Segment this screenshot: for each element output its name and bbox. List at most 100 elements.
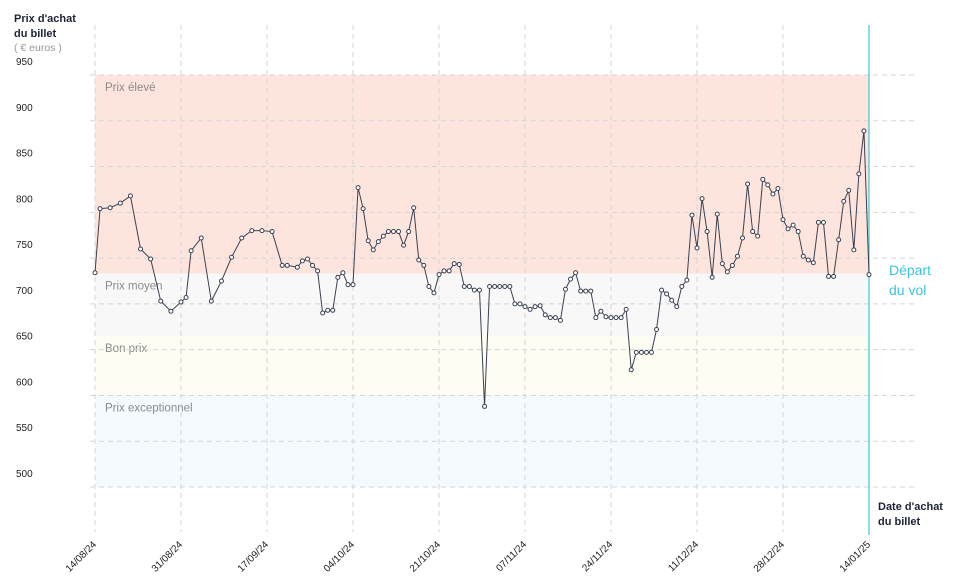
- x-axis-label: du billet: [878, 516, 921, 528]
- price-point: [785, 226, 791, 232]
- price-point: [841, 198, 847, 204]
- price-point: [416, 257, 422, 263]
- price-point: [107, 205, 113, 211]
- x-tick-label: 28/12/24: [752, 539, 788, 575]
- price-point: [724, 269, 730, 275]
- price-point: [390, 229, 396, 235]
- price-point: [279, 262, 285, 268]
- price-point: [643, 349, 649, 355]
- price-point: [537, 303, 543, 309]
- price-point: [138, 246, 144, 252]
- price-point: [557, 317, 563, 323]
- price-point: [800, 253, 806, 259]
- price-point: [406, 229, 412, 235]
- price-point: [127, 193, 133, 199]
- price-point: [320, 310, 326, 316]
- y-tick-label: 650: [16, 332, 33, 343]
- price-point: [446, 268, 452, 274]
- price-point: [451, 261, 457, 267]
- price-point: [304, 256, 310, 262]
- x-tick-label: 04/10/24: [322, 539, 358, 575]
- price-point: [239, 235, 245, 241]
- price-point: [765, 182, 771, 188]
- price-point: [522, 304, 528, 310]
- price-point: [664, 291, 670, 297]
- price-point: [866, 272, 872, 278]
- price-point: [623, 306, 629, 312]
- price-point: [861, 128, 867, 134]
- price-point: [355, 185, 361, 191]
- price-point: [365, 238, 371, 244]
- price-point: [436, 272, 442, 278]
- price-point: [593, 315, 599, 321]
- y-axis-unit: ( € euros ): [14, 42, 62, 54]
- price-point: [689, 212, 695, 218]
- y-axis-label: du billet: [14, 28, 57, 40]
- y-axis-label: Prix d'achat: [14, 13, 76, 25]
- price-point: [603, 314, 609, 320]
- price-point: [385, 229, 391, 235]
- price-point: [815, 219, 821, 225]
- price-point: [583, 288, 589, 294]
- price-point: [421, 262, 427, 268]
- x-tick-label: 07/11/24: [494, 539, 529, 574]
- y-tick-label: 600: [16, 377, 33, 388]
- price-point: [97, 206, 103, 212]
- y-tick-label: 550: [16, 423, 33, 434]
- price-point: [780, 217, 786, 223]
- y-tick-label: 850: [16, 149, 33, 160]
- price-point: [178, 299, 184, 305]
- y-tick-label: 900: [16, 103, 33, 114]
- band-label: Bon prix: [105, 343, 147, 355]
- price-point: [684, 277, 690, 283]
- price-point: [810, 260, 816, 266]
- price-point: [492, 283, 498, 289]
- price-point: [471, 287, 477, 293]
- price-point: [158, 298, 164, 304]
- price-point: [315, 268, 321, 274]
- y-tick-label: 700: [16, 286, 33, 297]
- price-point: [396, 229, 402, 235]
- price-point: [755, 233, 761, 239]
- price-point: [694, 245, 700, 251]
- price-point: [846, 187, 852, 193]
- price-point: [552, 315, 558, 321]
- y-tick-label: 750: [16, 240, 33, 251]
- price-point: [218, 278, 224, 284]
- price-point: [325, 307, 331, 313]
- price-point: [441, 268, 447, 274]
- price-point: [92, 270, 98, 276]
- price-point: [198, 235, 204, 241]
- price-point: [719, 261, 725, 267]
- price-point: [482, 403, 488, 409]
- price-point: [512, 301, 518, 307]
- price-point: [259, 228, 265, 234]
- price-point: [775, 186, 781, 192]
- price-point: [431, 290, 437, 296]
- price-point: [674, 304, 680, 310]
- price-point: [568, 276, 574, 282]
- price-point: [350, 282, 356, 288]
- price-point: [831, 273, 837, 279]
- price-point: [456, 262, 462, 268]
- price-point: [704, 229, 710, 235]
- price-point: [345, 282, 351, 288]
- price-point: [654, 327, 660, 333]
- band-label: Prix moyen: [105, 281, 163, 293]
- price-point: [578, 288, 584, 294]
- price-point: [770, 191, 776, 197]
- price-point: [633, 349, 639, 355]
- x-tick-label: 11/12/24: [666, 539, 701, 574]
- price-point: [740, 235, 746, 241]
- price-point: [820, 219, 826, 225]
- price-point: [375, 239, 381, 245]
- price-point: [613, 315, 619, 321]
- price-point: [805, 257, 811, 263]
- price-point: [714, 211, 720, 217]
- y-tick-label: 500: [16, 469, 33, 480]
- band-label: Prix élevé: [105, 82, 156, 94]
- price-point: [659, 287, 665, 293]
- price-point: [335, 274, 341, 280]
- price-point: [608, 315, 614, 321]
